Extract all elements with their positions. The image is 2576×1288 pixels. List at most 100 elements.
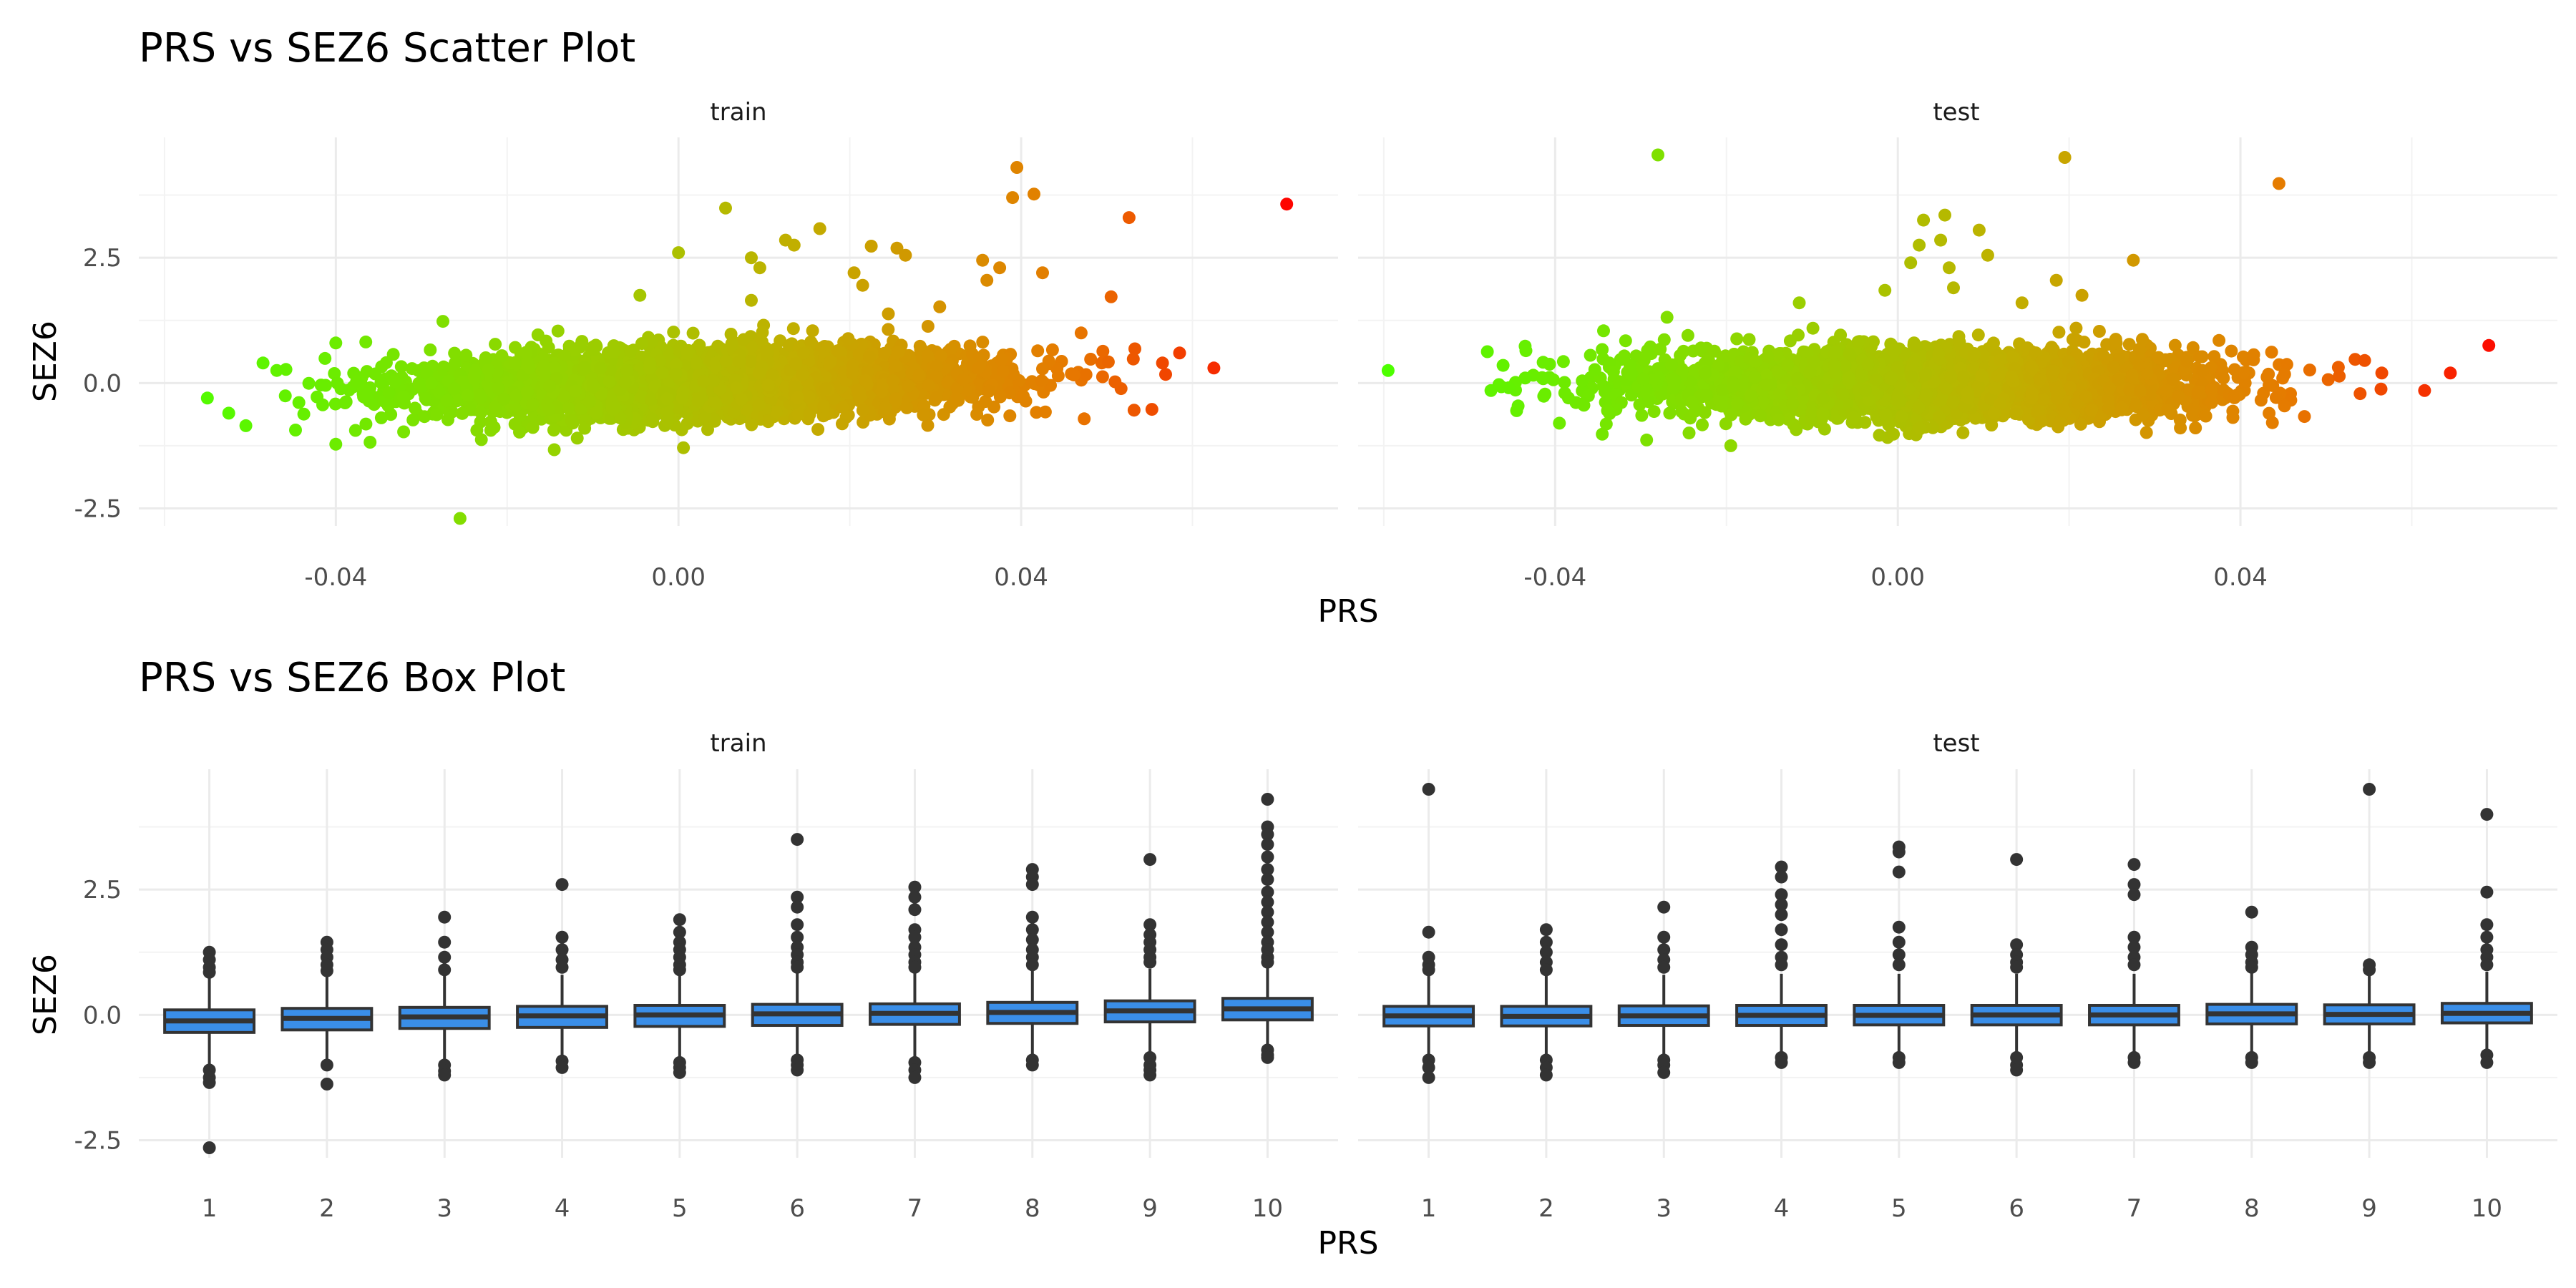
scatter-strip-train: train	[710, 98, 766, 127]
scatter-point	[1036, 362, 1049, 376]
scatter-point	[608, 401, 622, 414]
scatter-title: PRS vs SEZ6 Scatter Plot	[139, 25, 635, 72]
scatter-point	[882, 323, 895, 336]
scatter-point	[1074, 326, 1088, 340]
scatter-point	[578, 421, 592, 435]
scatter-point	[787, 238, 801, 252]
scatter-point	[887, 374, 900, 388]
scatter-point	[690, 356, 703, 370]
scatter-point	[542, 403, 555, 416]
scatter-point	[328, 397, 342, 411]
scatter-point	[979, 395, 992, 409]
scatter-point	[635, 337, 648, 351]
scatter-point	[937, 408, 950, 421]
scatter-point	[921, 320, 935, 333]
scatter-point	[519, 346, 533, 359]
scatter-point	[921, 419, 935, 432]
scatter-point	[752, 399, 766, 412]
scatter-point	[1108, 375, 1122, 389]
scatter-point	[993, 261, 1007, 275]
scatter-point	[369, 367, 382, 381]
scatter-point	[424, 343, 437, 356]
scatter-point	[1096, 370, 1109, 384]
scatter-point	[933, 300, 947, 313]
scatter-point	[1038, 405, 1052, 419]
scatter-point	[995, 353, 1008, 366]
scatter-point	[461, 389, 474, 402]
scatter-point	[1496, 358, 1510, 372]
scatter-point	[537, 359, 551, 373]
scatter-point	[406, 413, 420, 426]
scatter-point	[472, 388, 486, 401]
scatter-point	[912, 369, 926, 382]
scatter-point	[302, 376, 316, 390]
scatter-point	[482, 363, 495, 376]
scatter-point	[468, 365, 482, 379]
scatter-point	[882, 307, 895, 321]
scatter-point	[200, 391, 214, 405]
scatter-point	[852, 385, 866, 399]
scatter-point	[1078, 412, 1091, 426]
scatter-point	[900, 401, 914, 414]
scatter-point	[607, 346, 620, 358]
scatter-point	[745, 293, 758, 307]
scatter-x-tick-label: 0.04	[994, 563, 1048, 592]
scatter-y-tick-label: 0.0	[83, 369, 122, 398]
scatter-point	[660, 414, 674, 428]
scatter-point	[278, 389, 292, 403]
scatter-point	[547, 443, 561, 457]
scatter-point	[520, 385, 534, 399]
scatter-point	[526, 421, 540, 434]
scatter-point	[522, 361, 536, 374]
scatter-y-tick-label: -2.5	[74, 494, 122, 523]
scatter-point	[397, 425, 411, 439]
scatter-point	[1101, 355, 1115, 369]
scatter-point	[892, 345, 906, 358]
scatter-point	[788, 380, 801, 394]
scatter-point	[441, 394, 454, 408]
scatter-point	[1126, 352, 1140, 366]
scatter-point	[447, 382, 461, 396]
scatter-point	[1122, 211, 1136, 225]
scatter-point	[590, 406, 602, 419]
scatter-point	[1104, 290, 1118, 303]
scatter-point	[508, 417, 522, 431]
scatter-point	[796, 368, 809, 381]
scatter-point	[669, 367, 683, 381]
scatter-point	[645, 413, 659, 426]
scatter-point	[430, 408, 444, 421]
scatter-point	[1159, 368, 1172, 381]
scatter-figure: PRS vs SEZ6 Scatter Plot train test -0.0…	[27, 25, 2557, 630]
scatter-point	[2189, 421, 2202, 434]
scatter-point	[329, 437, 343, 451]
scatter-point	[691, 394, 705, 408]
scatter-x-tick-label: 0.00	[1870, 563, 1925, 592]
scatter-point	[1079, 368, 1093, 381]
scatter-point	[1145, 403, 1158, 416]
scatter-point	[889, 359, 903, 373]
scatter-point	[587, 343, 600, 356]
scatter-point	[761, 346, 774, 359]
scatter-point	[1156, 356, 1169, 370]
scatter-point	[239, 419, 253, 432]
scatter-point	[474, 406, 488, 419]
scatter-point	[633, 288, 647, 302]
scatter-y-tick-label: 2.5	[83, 244, 122, 273]
scatter-point	[643, 356, 657, 370]
scatter-point	[1035, 374, 1048, 388]
scatter-point	[667, 326, 680, 339]
scatter-point	[396, 390, 410, 404]
scatter-point	[551, 324, 565, 338]
scatter-point	[508, 356, 522, 369]
scatter-point	[693, 338, 706, 352]
scatter-point	[719, 201, 732, 215]
scatter-point	[455, 406, 469, 420]
scatter-point	[620, 364, 634, 377]
scatter-point	[386, 348, 400, 361]
scatter-point	[256, 356, 270, 370]
scatter-point	[752, 366, 766, 380]
scatter-point	[624, 344, 638, 358]
scatter-point	[786, 322, 800, 336]
scatter-x-tick-label: 0.04	[2213, 563, 2268, 592]
